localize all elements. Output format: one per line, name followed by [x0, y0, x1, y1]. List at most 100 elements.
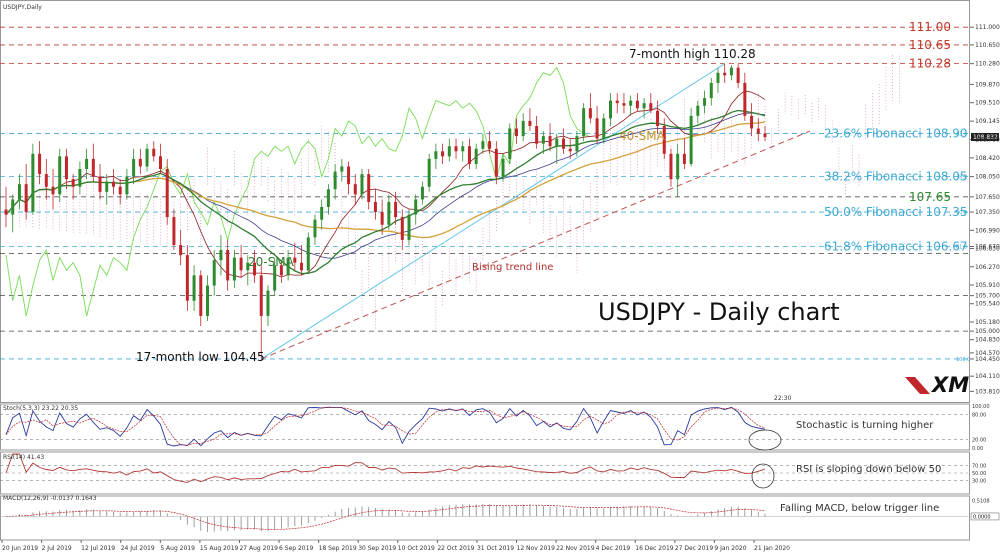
stoch-level-label: 80.00: [972, 412, 986, 418]
fib-swing-line: [260, 63, 725, 360]
tenkan-line: [5, 90, 766, 278]
current-price-label: 108.832: [973, 134, 998, 141]
candle-body: [71, 179, 75, 187]
candle-body: [750, 115, 754, 129]
rsi-line: [5, 453, 766, 483]
candle-body: [185, 255, 189, 301]
y-tick-label: 108.420: [975, 155, 1000, 162]
x-tick-label: 12 Jul 2019: [81, 545, 115, 552]
y-tick-label: 109.145: [975, 118, 1000, 125]
level-label: 111.00: [909, 20, 951, 34]
candles: [4, 63, 767, 359]
x-tick-label: 9 Jan 2020: [714, 545, 746, 552]
candle-body: [31, 153, 35, 213]
candle-body: [407, 214, 411, 240]
candle-body: [105, 181, 109, 192]
annotation-high: 7-month high 110.28: [629, 47, 756, 61]
current-price-box: [971, 133, 999, 142]
candle-body: [629, 100, 633, 106]
level-label: 38.2% Fibonacci 108.05: [824, 170, 968, 184]
y-tick-label: 106.270: [975, 264, 1000, 271]
macd-level-label: 0.5108: [972, 499, 990, 505]
level-label: 110.65: [909, 38, 951, 52]
level-label: 23.6% Fibonacci 108.90: [824, 127, 968, 141]
rsi-level-label: 30.00: [972, 479, 986, 485]
rsi-level-label: 70.00: [972, 463, 986, 469]
x-tick-label: 2 Jul 2019: [42, 545, 72, 552]
candle-body: [420, 186, 424, 200]
candle-body: [427, 158, 431, 187]
y-tick-label: 104.110: [975, 373, 1000, 380]
x-tick-label: 18 Sep 2019: [319, 545, 357, 552]
fib-tick-label: 38.2: [956, 175, 967, 181]
macd-panel-frame: [0, 495, 970, 541]
candle-body: [555, 138, 559, 147]
y-tick-label: 104.570: [975, 350, 1000, 357]
candle-body: [333, 171, 337, 190]
candle-body: [588, 108, 592, 119]
stoch-highlight-circle: [748, 429, 782, 451]
y-tick-label: 111.000: [975, 24, 1000, 31]
candle-body: [642, 103, 646, 109]
candle-body: [454, 146, 458, 152]
x-tick-label: 20 Jun 2019: [2, 545, 38, 552]
candle-body: [78, 169, 82, 187]
candle-body: [259, 275, 263, 316]
candle-body: [212, 260, 216, 286]
y-tick-label: 108.050: [975, 174, 1000, 181]
candle-body: [239, 257, 243, 271]
candle-body: [682, 153, 686, 164]
candle-body: [635, 100, 639, 109]
candle-body: [192, 275, 196, 301]
candle-body: [125, 176, 129, 195]
y-tick-label: 106.670: [975, 244, 1000, 251]
x-tick-label: 6 Sep 2019: [279, 545, 313, 552]
candle-body: [582, 108, 586, 137]
y-tick-label: 104.830: [975, 337, 1000, 344]
candle-body: [313, 219, 317, 238]
chart-title: USDJPY - Daily chart: [598, 298, 840, 326]
candle-body: [689, 115, 693, 164]
candle-body: [279, 265, 283, 276]
level-label: 107.65: [909, 190, 951, 204]
x-tick-label: 27 Dec 2019: [675, 545, 714, 552]
candle-body: [179, 244, 183, 256]
ichimoku-cloud: [5, 54, 900, 332]
candle-body: [293, 257, 297, 263]
candle-body: [676, 153, 680, 180]
candle-body: [300, 262, 304, 271]
indicator-lines: [5, 63, 811, 360]
candle-body: [656, 110, 660, 126]
x-tick-label: 24 Jul 2019: [121, 545, 155, 552]
rising-trend-line: [261, 130, 811, 360]
candle-body: [24, 184, 28, 213]
candle-body: [467, 146, 471, 164]
candle-body: [320, 207, 324, 220]
candle-body: [521, 120, 525, 137]
y-tick-label: 107.650: [975, 194, 1000, 201]
candle-body: [118, 186, 122, 195]
candle-body: [85, 158, 89, 170]
candle-body: [373, 201, 377, 213]
y-tick-label: 105.540: [975, 301, 1000, 308]
macd-label: MACD(12,26,9) -0.0137 0.1643: [3, 495, 97, 502]
rsi-level-label: 50.00: [972, 471, 986, 477]
candle-body: [246, 262, 250, 271]
candle-body: [226, 250, 230, 281]
x-tick-label: 27 Aug 2019: [239, 545, 278, 552]
candle-body: [165, 169, 169, 218]
candle-body: [38, 153, 42, 175]
candle-body: [441, 151, 445, 157]
candle-body: [266, 290, 270, 316]
candle-body: [541, 136, 545, 144]
candle-body: [306, 237, 310, 271]
candle-body: [501, 158, 505, 177]
rsi-note: RSI is sloping down below 50: [796, 464, 941, 475]
candle-body: [58, 156, 62, 195]
candle-body: [340, 166, 344, 172]
candle-body: [756, 128, 760, 134]
level-label: 110.28: [909, 57, 951, 71]
candle-body: [649, 103, 653, 111]
candle-body: [548, 136, 552, 147]
